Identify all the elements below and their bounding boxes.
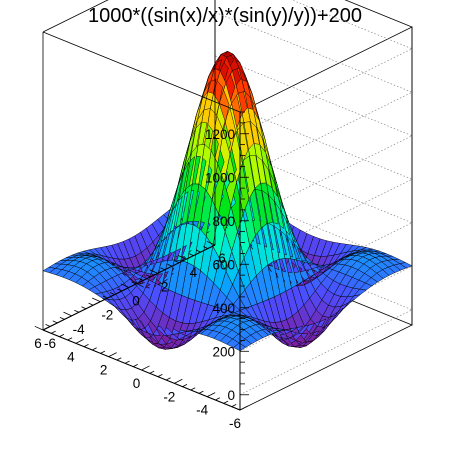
y-tick-major <box>177 255 187 260</box>
z-tick-label: 1000 <box>205 170 235 185</box>
y-tick-label: -6 <box>44 336 56 351</box>
chart-title: 1000*((sin(x)/x)*(sin(y)/y))+200 <box>88 5 362 27</box>
x-tick-minor <box>59 334 65 338</box>
x-tick-minor <box>190 387 196 391</box>
x-tick-label: -4 <box>196 403 208 418</box>
y-tick-minor <box>88 302 94 306</box>
y-axis: -6 -4 -2 0 2 4 6 <box>34 240 226 351</box>
x-tick-label: 0 <box>133 376 141 391</box>
y-tick-major <box>149 269 158 274</box>
y-tick-major <box>91 297 101 303</box>
x-tick-minor <box>67 337 73 341</box>
y-tick-minor <box>52 320 58 324</box>
y-tick-minor <box>174 260 180 264</box>
y-tick-label: -4 <box>73 322 85 337</box>
y-tick-major <box>34 325 44 331</box>
y-tick-minor <box>45 324 51 327</box>
x-tick-major <box>174 378 183 384</box>
y-tick-minor <box>59 316 65 320</box>
x-tick-label: 4 <box>67 349 75 364</box>
x-tick-minor <box>182 384 188 388</box>
x-tick-label: 2 <box>100 363 108 378</box>
back-grid-line <box>214 55 413 222</box>
surface <box>42 51 413 352</box>
y-tick-minor <box>74 309 79 313</box>
y-tick-major <box>63 311 72 317</box>
z-tick-label: 400 <box>212 301 235 316</box>
back-grid-line <box>239 0 413 135</box>
surface-cell <box>42 267 56 274</box>
x-tick-minor <box>83 344 89 348</box>
x-tick-minor <box>198 390 204 394</box>
x-tick-minor <box>100 350 106 354</box>
box-edge <box>42 31 241 113</box>
y-tick-minor <box>160 267 165 271</box>
y-tick-minor <box>167 263 173 267</box>
y-tick-minor <box>138 278 144 281</box>
x-axis: -6 -4 -2 0 2 4 6 <box>34 325 249 431</box>
y-tick-minor <box>203 246 208 249</box>
y-tick-label: -2 <box>101 308 113 323</box>
y-tick-major <box>206 240 216 246</box>
y-tick-minor <box>81 306 87 310</box>
x-tick-minor <box>149 370 155 374</box>
z-tick-label: 1200 <box>205 127 235 142</box>
x-tick-label: 6 <box>34 336 42 351</box>
x-tick-minor <box>92 347 97 351</box>
x-tick-minor <box>231 404 237 408</box>
y-tick-major <box>120 283 130 288</box>
y-tick-label: 0 <box>132 294 140 309</box>
x-tick-minor <box>165 377 171 381</box>
y-tick-minor <box>117 288 122 292</box>
back-grid-line <box>214 11 413 178</box>
z-tick-label: 0 <box>227 388 235 403</box>
x-tick-minor <box>223 400 229 404</box>
y-tick-label: 6 <box>218 251 226 266</box>
z-tick-label: 200 <box>212 344 235 359</box>
y-tick-minor <box>195 249 201 253</box>
x-tick-major <box>108 352 117 358</box>
y-tick-label: 4 <box>190 265 198 280</box>
y-tick-minor <box>188 253 194 256</box>
y-tick-minor <box>109 292 115 295</box>
x-tick-major <box>141 365 150 371</box>
x-tick-major <box>75 338 85 344</box>
y-tick-minor <box>131 281 137 285</box>
y-tick-label: 2 <box>161 279 169 294</box>
x-tick-major <box>239 405 249 411</box>
x-tick-minor <box>51 330 56 334</box>
z-axis: 0 200 400 600 800 1000 1200 <box>205 111 249 410</box>
x-tick-minor <box>215 397 221 401</box>
y-tick-minor <box>145 274 151 278</box>
x-tick-major <box>206 392 216 398</box>
x-tick-label: -2 <box>163 389 175 404</box>
y-tick-minor <box>102 295 108 299</box>
x-tick-minor <box>157 374 163 378</box>
x-tick-minor <box>124 360 130 364</box>
z-tick-label: 800 <box>212 214 235 229</box>
x-tick-minor <box>133 364 138 368</box>
z-tick-label: 600 <box>212 257 235 272</box>
x-tick-label: -6 <box>229 416 241 431</box>
box-edge <box>42 0 109 33</box>
x-tick-minor <box>116 357 122 361</box>
